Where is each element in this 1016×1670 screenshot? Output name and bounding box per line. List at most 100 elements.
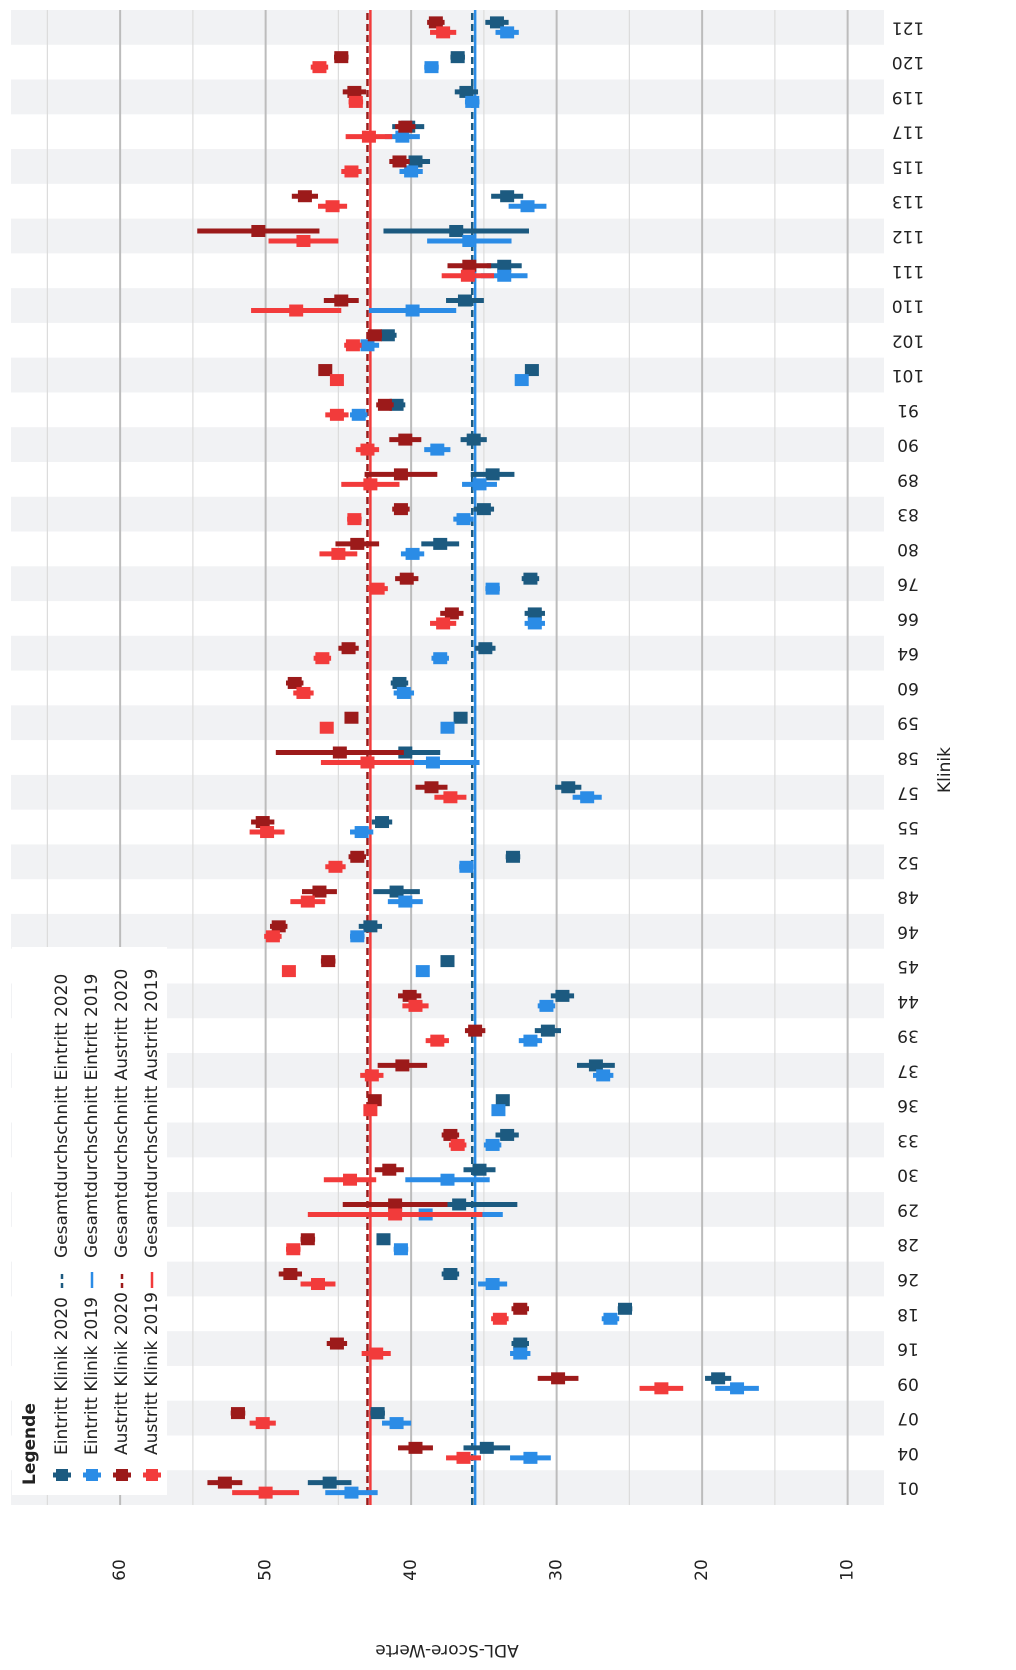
point [513, 1347, 528, 1360]
point [377, 398, 392, 411]
point [436, 617, 451, 630]
x-tick-label: 48 [897, 887, 919, 907]
point [328, 860, 343, 873]
point [370, 582, 385, 595]
point [452, 1198, 467, 1211]
point [354, 826, 369, 839]
x-tick-label: 30 [897, 1165, 919, 1185]
point [398, 120, 413, 133]
point [334, 294, 349, 307]
point [450, 51, 465, 64]
point [402, 989, 417, 1002]
point [265, 930, 280, 943]
point [392, 676, 407, 689]
band-stripe [11, 635, 884, 671]
point [344, 1486, 359, 1499]
point [453, 711, 468, 724]
point [465, 95, 480, 108]
point [363, 1104, 378, 1117]
point [443, 1268, 458, 1281]
x-tick-label: 102 [892, 330, 924, 350]
point [520, 200, 535, 213]
band-stripe [11, 1331, 884, 1366]
point [513, 1302, 528, 1315]
point [618, 1302, 633, 1315]
legend-label: Gesamtdurchschnitt Eintritt 2020 [52, 974, 72, 1258]
point [462, 259, 477, 272]
x-tick-label: 09 [897, 1373, 919, 1393]
x-tick-label: 33 [897, 1130, 919, 1150]
point [332, 746, 347, 759]
x-tick-label: 59 [897, 713, 919, 733]
x-tick-label: 117 [892, 122, 924, 142]
point [540, 1024, 555, 1037]
point [363, 478, 378, 491]
point [456, 513, 471, 526]
point [395, 1059, 410, 1072]
point [489, 16, 504, 29]
point [296, 234, 311, 247]
point [466, 433, 481, 446]
legend-label: Gesamtdurchschnitt Eintritt 2019 [82, 974, 102, 1258]
point [523, 572, 538, 585]
point [408, 999, 423, 1012]
point [428, 16, 443, 29]
point [588, 1059, 603, 1072]
point [424, 61, 439, 74]
x-tick-label: 80 [897, 539, 919, 559]
point [393, 1243, 408, 1256]
point [500, 190, 515, 203]
point [334, 51, 349, 64]
point [433, 537, 448, 550]
band-stripe [11, 844, 884, 880]
point [555, 989, 570, 1002]
x-tick-label: 90 [897, 435, 919, 455]
x-tick-label: 29 [897, 1199, 919, 1219]
point [443, 791, 458, 804]
point [319, 721, 334, 734]
point [230, 1407, 245, 1420]
point [457, 294, 472, 307]
point [430, 1034, 445, 1047]
x-tick-label: 113 [892, 191, 924, 211]
legend-box [12, 947, 167, 1495]
point [393, 503, 408, 516]
point [318, 364, 333, 377]
x-tick-label: 39 [897, 1026, 919, 1046]
x-tick-label: 89 [897, 469, 919, 489]
point [495, 1094, 510, 1107]
point [367, 329, 382, 342]
point [287, 676, 302, 689]
point [217, 1476, 232, 1489]
legend-label: Austritt Klinik 2020 [112, 1292, 132, 1455]
y-tick-label: 60 [110, 1559, 130, 1581]
point [380, 329, 395, 342]
x-tick-label: 111 [892, 261, 924, 281]
y-tick-label: 40 [401, 1559, 421, 1581]
point [711, 1372, 726, 1385]
point [347, 85, 362, 98]
x-tick-label: 55 [897, 817, 919, 837]
point [344, 711, 359, 724]
point [492, 1312, 507, 1325]
point [322, 1476, 337, 1489]
point [478, 642, 493, 655]
point [389, 885, 404, 898]
point [311, 1278, 326, 1291]
point [405, 547, 420, 560]
x-tick-label: 36 [897, 1095, 919, 1115]
y-tick-label: 20 [692, 1559, 712, 1581]
point [260, 826, 275, 839]
band-stripe [11, 1192, 884, 1227]
point [286, 1243, 301, 1256]
point [596, 1069, 611, 1082]
point [325, 200, 340, 213]
point [485, 1138, 500, 1151]
legend-label: Gesamtdurchschnitt Austritt 2019 [142, 969, 162, 1258]
point [329, 408, 344, 421]
x-tick-label: 45 [897, 956, 919, 976]
x-tick-label: 58 [897, 748, 919, 768]
point [388, 1208, 403, 1221]
point [524, 364, 539, 377]
point [513, 1337, 528, 1350]
